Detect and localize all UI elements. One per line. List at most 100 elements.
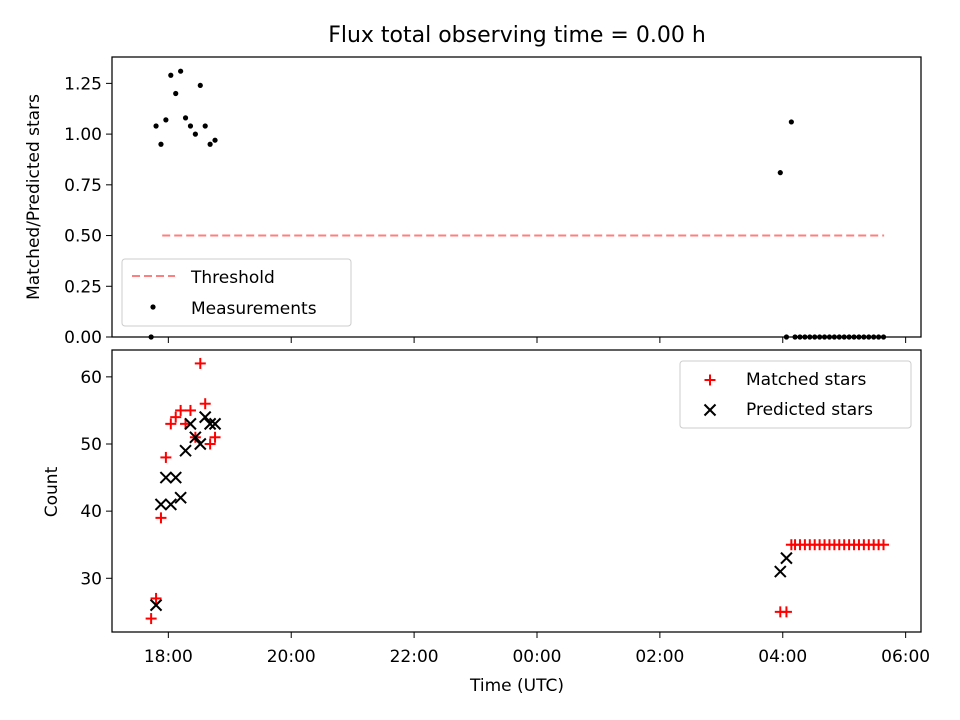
bottom-y-tick-label: 40	[80, 502, 102, 522]
top-y-tick-label: 0.75	[64, 176, 102, 196]
bottom-legend-box	[679, 360, 912, 429]
legend-predicted-marker	[703, 403, 717, 417]
measurement-point	[841, 334, 847, 340]
measurement-point	[792, 334, 798, 340]
predicted-star-point	[174, 491, 187, 504]
matched-star-point	[194, 357, 206, 369]
top-y-tick-label: 0.00	[64, 328, 102, 348]
predicted-star-point	[159, 471, 173, 484]
legend-matched-label: Matched stars	[746, 370, 866, 390]
measurement-point	[192, 131, 198, 137]
measurement-point	[846, 334, 852, 340]
legend-matched-swatch	[704, 374, 716, 386]
predicted-star-point	[169, 471, 182, 484]
measurement-point	[871, 334, 877, 340]
matched-stars-series	[145, 357, 890, 625]
predicted-star-point-b	[164, 498, 178, 511]
measurement-point	[207, 141, 213, 147]
measurement-point	[797, 334, 803, 340]
measurements-series	[148, 68, 887, 340]
predicted-star-point	[154, 498, 168, 511]
top-y-tick-label: 0.25	[64, 277, 102, 297]
legend-predicted-marker-b	[703, 403, 717, 417]
legend-threshold-label: Threshold	[190, 268, 275, 288]
measurement-point	[802, 334, 808, 340]
x-tick-label: 06:00	[881, 647, 930, 667]
measurement-point	[783, 334, 790, 340]
predicted-star-point-b	[149, 598, 163, 612]
top-x-ticks	[167, 337, 907, 343]
matched-star-point	[150, 592, 162, 604]
bottom-y-axis-label: Count	[42, 466, 62, 517]
matched-star-point	[175, 404, 187, 416]
measurement-point	[182, 115, 189, 121]
predicted-star-point-b	[203, 417, 217, 431]
measurement-point	[851, 334, 857, 340]
predicted-star-point	[179, 444, 192, 457]
predicted-star-point	[203, 417, 217, 431]
top-legend: Threshold Measurements	[121, 258, 352, 327]
predicted-star-point-b	[169, 471, 182, 484]
measurement-point	[826, 334, 833, 340]
measurement-point	[197, 82, 203, 89]
measurement-point	[148, 334, 154, 340]
predicted-star-point-b	[154, 498, 168, 511]
predicted-stars-series	[149, 410, 793, 612]
top-y-tick-label: 0.50	[64, 227, 102, 247]
measurement-point	[880, 334, 887, 340]
bottom-y-tick-label: 60	[80, 368, 102, 388]
measurement-point	[168, 72, 174, 78]
predicted-star-point	[184, 417, 197, 431]
predicted-star-point	[149, 598, 163, 612]
predicted-star-point	[198, 410, 212, 424]
measurement-point	[788, 119, 794, 125]
predicted-star-point	[208, 417, 222, 431]
bottom-y-tick-label: 50	[80, 435, 102, 455]
measurement-point	[153, 123, 159, 129]
predicted-star-point	[780, 551, 793, 565]
figure-title: Flux total observing time = 0.00 h	[328, 23, 706, 48]
predicted-star-point-b	[208, 417, 222, 431]
measurement-point	[817, 334, 823, 340]
measurement-point	[866, 334, 872, 340]
top-y-axis-label: Matched/Predicted stars	[24, 94, 44, 300]
measurement-point	[173, 90, 179, 97]
matched-star-point	[209, 431, 221, 443]
matched-star-point	[780, 606, 792, 618]
measurement-point	[163, 117, 169, 123]
measurement-point	[212, 137, 218, 143]
bottom-y-tick-label: 30	[80, 569, 102, 589]
top-y-tick-label: 1.00	[64, 125, 102, 145]
measurement-point	[876, 334, 882, 340]
predicted-star-point-b	[189, 431, 202, 444]
matched-star-point	[878, 539, 890, 551]
measurement-point	[836, 334, 842, 340]
predicted-star-point-b	[159, 471, 173, 484]
measurement-point	[812, 334, 818, 340]
predicted-star-point-b	[194, 437, 207, 451]
legend-measurements-label: Measurements	[191, 299, 317, 319]
predicted-star-point-b	[174, 491, 187, 504]
measurement-point	[861, 334, 867, 340]
predicted-star-point-b	[780, 551, 793, 565]
x-tick-label: 22:00	[390, 647, 439, 667]
x-tick-label: 02:00	[635, 647, 684, 667]
matched-star-point	[155, 512, 167, 524]
predicted-star-point	[194, 437, 207, 451]
predicted-star-point	[189, 431, 202, 444]
predicted-star-point-b	[774, 565, 787, 578]
predicted-star-point-b	[179, 444, 192, 457]
matched-star-point	[165, 418, 177, 430]
predicted-star-point-b	[198, 410, 212, 424]
measurement-point	[187, 123, 194, 129]
measurement-point	[158, 141, 164, 147]
x-tick-label: 20:00	[267, 647, 316, 667]
measurement-point	[807, 334, 813, 340]
legend-predicted-label: Predicted stars	[746, 400, 873, 420]
x-tick-label: 18:00	[144, 647, 193, 667]
measurement-point	[831, 334, 837, 340]
top-y-tick-label: 1.25	[64, 74, 102, 94]
measurement-point	[821, 334, 828, 340]
bottom-y-axis: 30 40 50 60	[80, 368, 112, 589]
